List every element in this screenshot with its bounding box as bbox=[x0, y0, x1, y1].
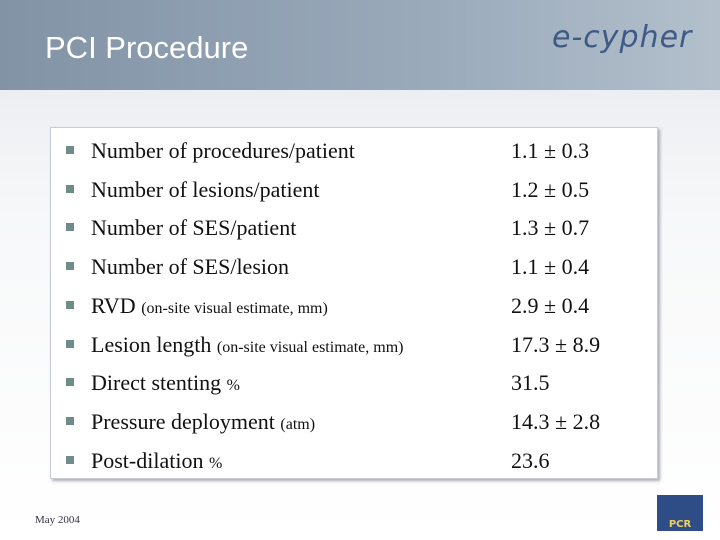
item-row: RVD (on-site visual estimate, mm) 2.9 ± 0… bbox=[51, 287, 657, 323]
bullet bbox=[66, 262, 74, 271]
item-row: Post-dilation % 23.6 bbox=[51, 442, 657, 478]
label-text: RVD bbox=[91, 292, 136, 318]
item-label: Lesion length (on-site visual estimate, … bbox=[91, 332, 404, 358]
label-text: Number of SES/lesion bbox=[91, 254, 289, 280]
bullet bbox=[66, 455, 74, 464]
badge: PCR bbox=[657, 495, 703, 531]
bullet bbox=[66, 339, 74, 348]
item-label: Direct stenting % bbox=[91, 370, 240, 396]
bullet bbox=[66, 146, 74, 154]
label-text: Direct stenting bbox=[91, 370, 222, 396]
label-text: Lesion length bbox=[91, 331, 212, 357]
item-value: 14.3 ± 2.8 bbox=[511, 408, 601, 434]
item-row: Number of lesions/patient 1.2 ± 0.5 bbox=[51, 171, 657, 207]
item-row: Direct stenting % 31.5 bbox=[51, 364, 657, 400]
bullet bbox=[66, 300, 74, 309]
item-value: 1.1 ± 0.3 bbox=[511, 138, 590, 163]
label-text: Number of SES/patient bbox=[91, 215, 297, 241]
content-box: Number of procedures/patient 1.1 ± 0.3 Num… bbox=[50, 127, 658, 479]
footer-date: May 2004 bbox=[35, 514, 80, 526]
bullet bbox=[66, 416, 74, 425]
item-value: 1.1 ± 0.4 bbox=[511, 254, 590, 280]
label-note: % bbox=[226, 377, 240, 395]
header-bar bbox=[0, 0, 720, 90]
logo: e-cypher bbox=[552, 20, 693, 55]
item-value: 2.9 ± 0.4 bbox=[511, 292, 590, 318]
label-note: (atm) bbox=[280, 415, 316, 433]
item-label: Number of SES/patient bbox=[91, 215, 296, 241]
label-text: Pressure deployment bbox=[91, 408, 275, 434]
slide-title: PCI Procedure bbox=[45, 30, 249, 65]
item-label: Post-dilation % bbox=[91, 448, 222, 474]
item-label: Number of lesions/patient bbox=[91, 177, 320, 203]
item-value: 23.6 bbox=[511, 447, 550, 473]
label-note: (on-site visual estimate, mm) bbox=[216, 338, 404, 356]
item-row: Number of procedures/patient 1.1 ± 0.3 bbox=[51, 132, 657, 168]
label-note: (on-site visual estimate, mm) bbox=[141, 299, 328, 317]
label-note: % bbox=[208, 454, 223, 472]
item-value: 31.5 bbox=[511, 370, 550, 396]
item-label: Number of procedures/patient bbox=[91, 138, 355, 164]
item-label: Number of SES/lesion bbox=[91, 254, 289, 280]
bullet bbox=[66, 378, 74, 387]
item-label: RVD (on-site visual estimate, mm) bbox=[91, 293, 328, 319]
bullet bbox=[66, 223, 74, 232]
bullet bbox=[66, 184, 74, 193]
item-label: Pressure deployment (atm) bbox=[91, 409, 315, 435]
item-value: 17.3 ± 8.9 bbox=[511, 331, 601, 357]
item-row: Number of SES/patient 1.3 ± 0.7 bbox=[51, 209, 657, 245]
item-row: Pressure deployment (atm) 14.3 ± 2.8 bbox=[51, 403, 657, 439]
label-text: Post-dilation bbox=[91, 447, 204, 473]
label-text: Number of lesions/patient bbox=[91, 176, 320, 202]
item-row: Lesion length (on-site visual estimate, … bbox=[51, 326, 657, 362]
label-text: Number of procedures/patient bbox=[91, 138, 355, 163]
item-row: Number of SES/lesion 1.1 ± 0.4 bbox=[51, 248, 657, 284]
item-value: 1.3 ± 0.7 bbox=[511, 215, 590, 241]
item-value: 1.2 ± 0.5 bbox=[511, 176, 590, 202]
